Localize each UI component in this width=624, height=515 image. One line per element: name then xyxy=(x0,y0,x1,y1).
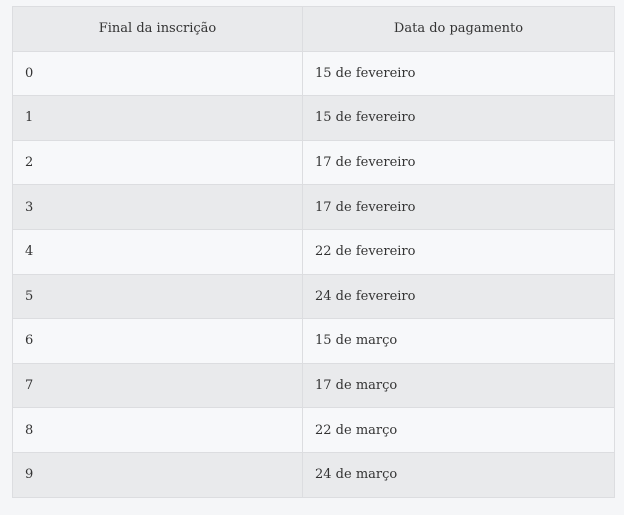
cell-final-inscricao: 3 xyxy=(12,184,303,230)
cell-data-pagamento: 15 de fevereiro xyxy=(302,50,615,97)
table-row: 0 15 de fevereiro xyxy=(12,50,615,97)
table-row: 1 15 de fevereiro xyxy=(12,95,615,141)
cell-final-inscricao: 7 xyxy=(12,362,303,409)
cell-data-pagamento: 22 de fevereiro xyxy=(302,228,615,275)
cell-data-pagamento: 22 de março xyxy=(302,407,615,453)
cell-data-pagamento: 24 de fevereiro xyxy=(302,273,615,320)
cell-final-inscricao: 6 xyxy=(12,318,303,364)
table-row: 8 22 de março xyxy=(12,407,615,453)
header-data-pagamento: Data do pagamento xyxy=(302,6,615,52)
table-row: 5 24 de fevereiro xyxy=(12,273,615,320)
table-row: 4 22 de fevereiro xyxy=(12,228,615,275)
table-row: 9 24 de março xyxy=(12,451,615,498)
payment-schedule-table: Final da inscrição Data do pagamento 0 15… xyxy=(12,6,615,498)
cell-data-pagamento: 17 de março xyxy=(302,362,615,409)
cell-final-inscricao: 0 xyxy=(12,50,303,97)
cell-final-inscricao: 4 xyxy=(12,228,303,275)
cell-data-pagamento: 15 de março xyxy=(302,318,615,364)
cell-final-inscricao: 9 xyxy=(12,451,303,498)
cell-final-inscricao: 8 xyxy=(12,407,303,453)
cell-final-inscricao: 5 xyxy=(12,273,303,320)
header-final-inscricao: Final da inscrição xyxy=(12,6,303,52)
table-row: 3 17 de fevereiro xyxy=(12,184,615,230)
cell-data-pagamento: 15 de fevereiro xyxy=(302,95,615,141)
cell-final-inscricao: 1 xyxy=(12,95,303,141)
table-row: 7 17 de março xyxy=(12,362,615,409)
cell-final-inscricao: 2 xyxy=(12,139,303,186)
cell-data-pagamento: 24 de março xyxy=(302,451,615,498)
cell-data-pagamento: 17 de fevereiro xyxy=(302,184,615,230)
table-header-row: Final da inscrição Data do pagamento xyxy=(12,6,615,52)
table-row: 6 15 de março xyxy=(12,318,615,364)
cell-data-pagamento: 17 de fevereiro xyxy=(302,139,615,186)
table-row: 2 17 de fevereiro xyxy=(12,139,615,186)
